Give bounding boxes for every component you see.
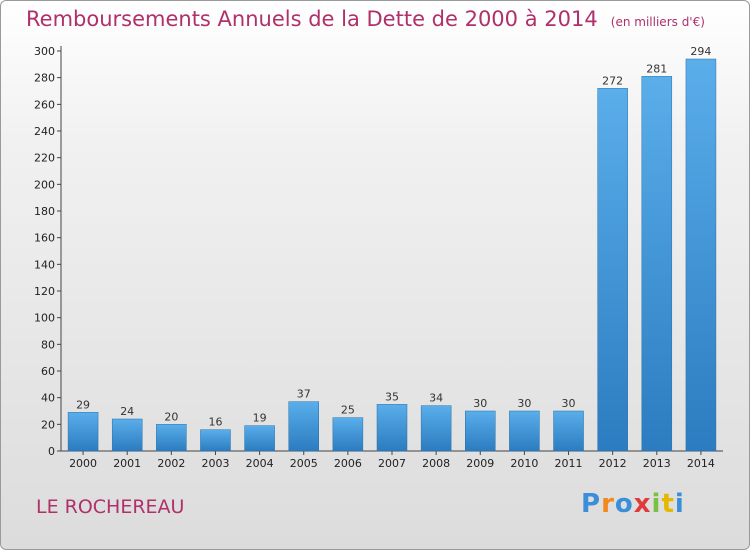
y-tick-label: 260 bbox=[34, 98, 55, 111]
bar bbox=[597, 88, 628, 452]
bar bbox=[156, 424, 187, 452]
y-tick-label: 240 bbox=[34, 125, 55, 138]
bar bbox=[553, 410, 584, 452]
data-label: 24 bbox=[120, 405, 134, 418]
y-tick-label: 80 bbox=[41, 338, 55, 351]
logo-letter: i bbox=[674, 489, 685, 519]
y-tick-label: 140 bbox=[34, 258, 55, 271]
data-label: 34 bbox=[429, 392, 443, 405]
y-tick-label: 20 bbox=[41, 418, 55, 431]
commune-name: LE ROCHEREAU bbox=[36, 496, 185, 518]
bar bbox=[288, 401, 319, 452]
y-tick-label: 0 bbox=[48, 445, 55, 458]
x-tick-label: 2014 bbox=[687, 457, 715, 470]
proxiti-logo: Proxiti bbox=[581, 489, 685, 519]
y-tick-label: 300 bbox=[34, 45, 55, 58]
bar bbox=[67, 412, 99, 452]
x-tick-label: 2009 bbox=[466, 457, 494, 470]
y-tick-label: 180 bbox=[34, 205, 55, 218]
data-label: 29 bbox=[76, 398, 90, 411]
y-tick-label: 280 bbox=[34, 72, 55, 85]
data-label: 281 bbox=[646, 62, 667, 75]
data-label: 25 bbox=[341, 404, 355, 417]
x-tick-label: 2013 bbox=[643, 457, 671, 470]
x-tick-label: 2006 bbox=[334, 457, 362, 470]
bar bbox=[376, 404, 408, 452]
bar bbox=[244, 425, 275, 452]
x-tick-label: 2011 bbox=[555, 457, 583, 470]
x-tick-label: 2012 bbox=[599, 457, 627, 470]
x-tick-label: 2007 bbox=[378, 457, 406, 470]
y-tick-label: 40 bbox=[41, 392, 55, 405]
x-tick-label: 2002 bbox=[157, 457, 185, 470]
bar bbox=[509, 410, 540, 452]
data-label: 37 bbox=[297, 388, 311, 401]
bar bbox=[111, 418, 143, 452]
y-tick-label: 100 bbox=[34, 312, 55, 325]
data-label: 294 bbox=[690, 45, 711, 58]
data-label: 30 bbox=[473, 397, 487, 410]
bar bbox=[465, 410, 496, 452]
data-label: 19 bbox=[253, 412, 267, 425]
x-tick-label: 2005 bbox=[290, 457, 318, 470]
y-tick-label: 160 bbox=[34, 232, 55, 245]
y-tick-label: 200 bbox=[34, 178, 55, 191]
bar bbox=[200, 429, 231, 452]
logo-letter: x bbox=[633, 489, 652, 519]
y-tick-label: 60 bbox=[41, 365, 55, 378]
data-label: 35 bbox=[385, 390, 399, 403]
data-label: 30 bbox=[517, 397, 531, 410]
x-tick-label: 2008 bbox=[422, 457, 450, 470]
bar bbox=[641, 76, 673, 452]
data-label: 272 bbox=[602, 74, 623, 87]
chart-title-main: Remboursements Annuels de la Dette de 20… bbox=[26, 7, 598, 31]
chart-subtitle: (en milliers d'€) bbox=[610, 15, 705, 29]
bar bbox=[685, 58, 717, 452]
x-tick-label: 2000 bbox=[69, 457, 97, 470]
logo-letter: i bbox=[651, 489, 662, 519]
x-tick-label: 2010 bbox=[510, 457, 538, 470]
logo-letter: r bbox=[601, 489, 615, 519]
x-tick-label: 2001 bbox=[113, 457, 141, 470]
chart-title: Remboursements Annuels de la Dette de 20… bbox=[26, 7, 705, 31]
logo-letter: P bbox=[581, 489, 602, 519]
data-label: 30 bbox=[562, 397, 576, 410]
logo-letter: t bbox=[661, 489, 675, 519]
x-tick-label: 2003 bbox=[201, 457, 229, 470]
bar bbox=[332, 417, 364, 452]
y-tick-label: 220 bbox=[34, 152, 55, 165]
bar bbox=[420, 405, 452, 452]
x-tick-label: 2004 bbox=[246, 457, 274, 470]
y-tick-label: 120 bbox=[34, 285, 55, 298]
data-label: 20 bbox=[164, 410, 178, 423]
logo-letter: o bbox=[614, 489, 634, 519]
data-label: 16 bbox=[208, 416, 222, 429]
